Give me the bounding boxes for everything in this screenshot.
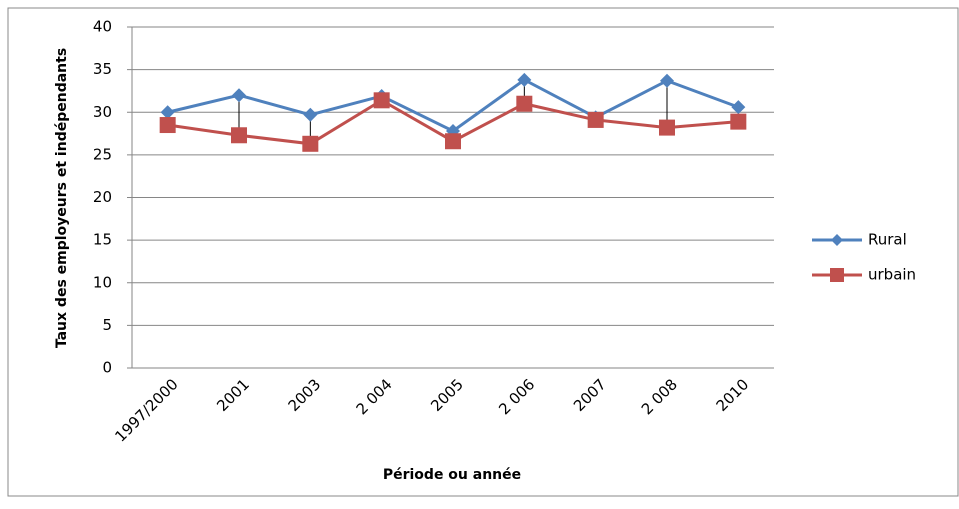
x-tick-label: 1997/2000 bbox=[111, 375, 181, 445]
chart-border bbox=[7, 7, 959, 497]
marker bbox=[660, 73, 674, 88]
x-tick-label: 2001 bbox=[213, 375, 253, 415]
y-tick-label: 15 bbox=[93, 231, 112, 249]
x-axis-label: Période ou année bbox=[383, 467, 521, 483]
x-tick-label: 2005 bbox=[427, 375, 467, 415]
x-tick-label: 2 004 bbox=[353, 375, 396, 418]
marker bbox=[159, 117, 176, 134]
y-tick-label: 20 bbox=[93, 188, 112, 206]
marker bbox=[445, 133, 461, 150]
legend-marker bbox=[830, 268, 844, 282]
legend-marker bbox=[831, 234, 843, 246]
x-tick-label: 2003 bbox=[285, 375, 325, 415]
marker bbox=[587, 111, 604, 128]
marker bbox=[659, 119, 675, 136]
legend-label: urbain bbox=[868, 266, 916, 284]
x-tick-label: 2 006 bbox=[495, 375, 538, 418]
x-tick-label: 2010 bbox=[713, 375, 753, 415]
y-axis-label: Taux des employeurs et indépendants bbox=[54, 48, 70, 348]
x-tick-label: 2007 bbox=[570, 375, 610, 415]
y-tick-label: 40 bbox=[93, 18, 112, 36]
marker bbox=[373, 92, 390, 109]
y-tick-label: 5 bbox=[102, 316, 112, 334]
marker bbox=[730, 113, 747, 130]
marker bbox=[160, 105, 175, 120]
line bbox=[167, 78, 739, 133]
legend-label: Rural bbox=[868, 231, 907, 249]
marker bbox=[302, 135, 319, 152]
marker bbox=[516, 95, 533, 112]
marker bbox=[517, 72, 532, 87]
marker bbox=[231, 127, 247, 144]
y-tick-label: 25 bbox=[93, 145, 112, 163]
y-tick-label: 35 bbox=[93, 60, 112, 78]
y-tick-label: 10 bbox=[93, 273, 112, 291]
marker bbox=[731, 100, 746, 115]
y-tick-label: 30 bbox=[93, 103, 112, 121]
marker bbox=[232, 88, 246, 103]
x-tick-label: 2 008 bbox=[638, 375, 681, 418]
y-tick-label: 0 bbox=[102, 359, 112, 377]
marker bbox=[303, 107, 318, 122]
